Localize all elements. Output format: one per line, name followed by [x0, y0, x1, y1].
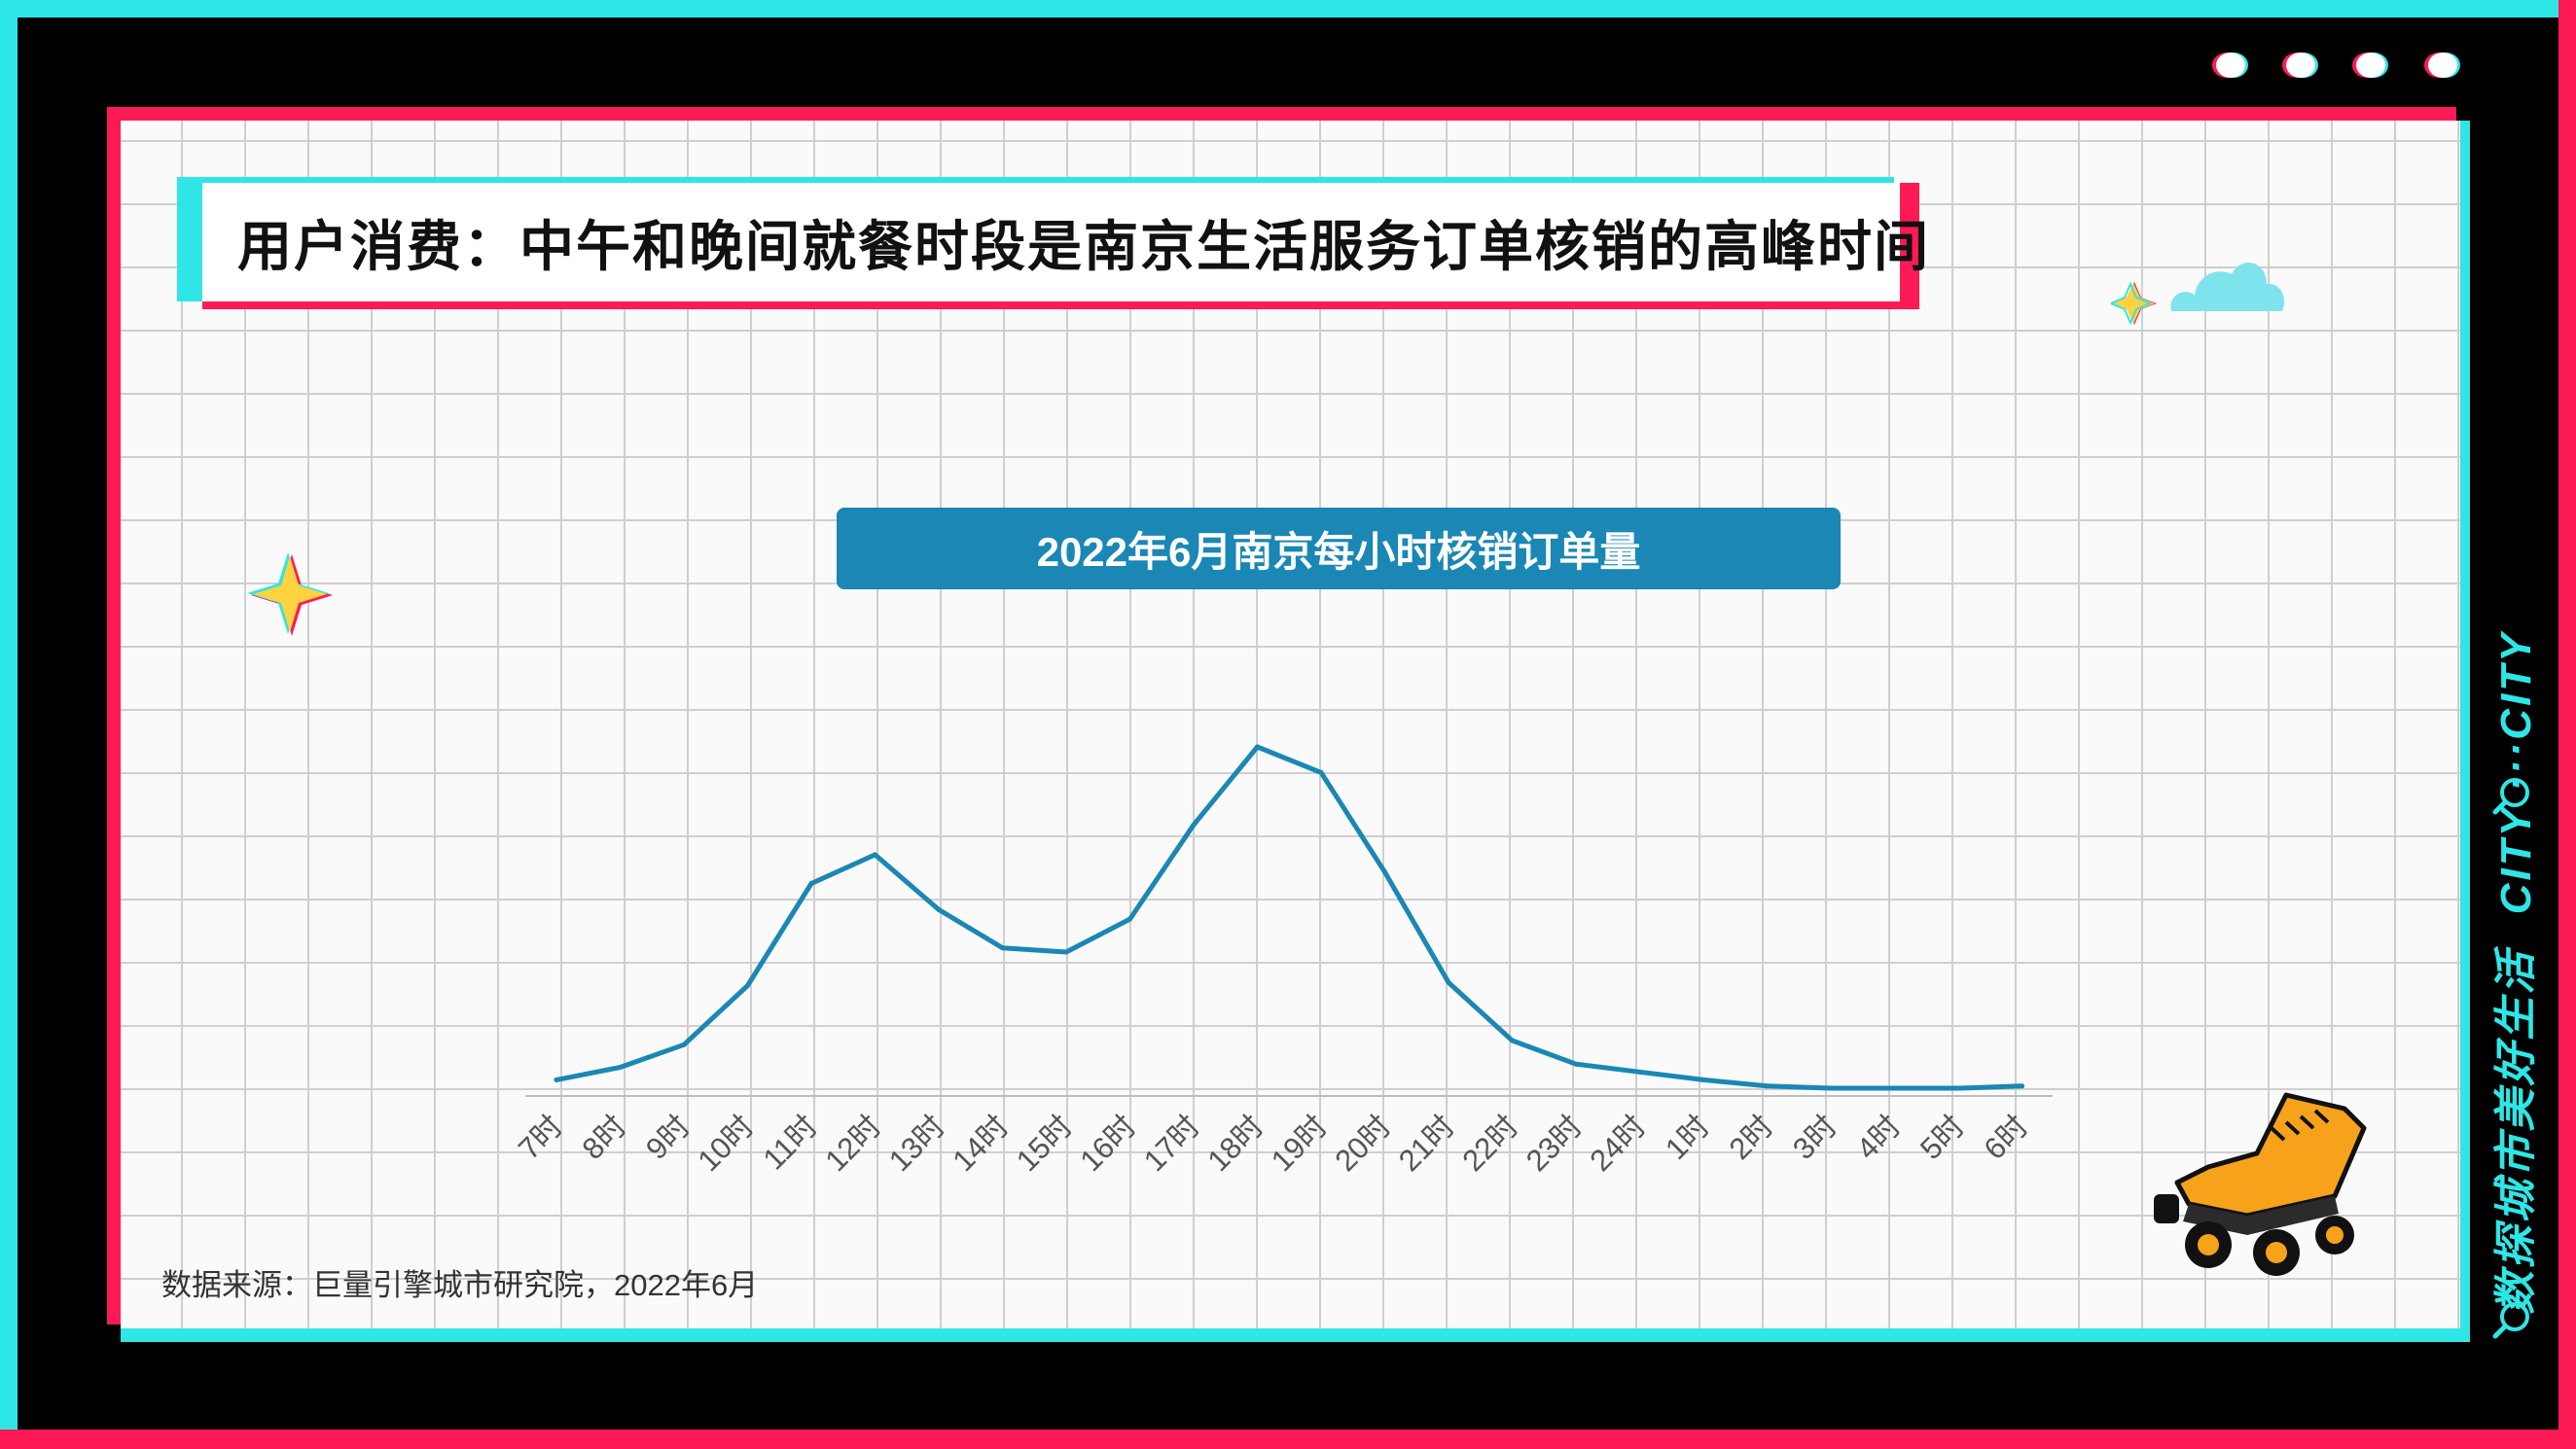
x-tick-label: 8时 [576, 1109, 633, 1166]
search-icon-2 [2492, 778, 2529, 815]
side-slogan: 数探城市美好生活 CITY ···CITY [2481, 620, 2543, 1324]
data-point [1892, 1085, 1897, 1091]
frame-bottom [0, 1430, 2576, 1449]
data-point [1318, 769, 1324, 775]
x-tick-label: 5时 [1914, 1109, 1971, 1166]
data-point [1127, 916, 1132, 922]
x-tick-label: 13时 [882, 1109, 951, 1178]
data-point [873, 852, 877, 858]
data-point [1637, 1069, 1642, 1075]
roller-skate-decoration [2154, 1092, 2367, 1276]
data-point [1191, 822, 1197, 828]
x-tick-label: 11时 [757, 1109, 824, 1176]
data-point [1510, 1038, 1515, 1043]
search-icon [2492, 1302, 2529, 1339]
page-title: 用户消费：中午和晚间就餐时段是南京生活服务订单核销的高峰时间 [237, 215, 1930, 277]
data-point [745, 982, 750, 988]
cloud-sparkle-decoration [2111, 262, 2285, 326]
window-dot-1 [2216, 53, 2245, 78]
data-point [1955, 1085, 1961, 1091]
data-point [1765, 1083, 1770, 1089]
data-point [554, 1077, 559, 1082]
grid-panel [121, 121, 2460, 1328]
x-tick-label: 7时 [512, 1109, 569, 1166]
x-tick-label: 6时 [1978, 1109, 2035, 1166]
data-point [2020, 1083, 2024, 1089]
series-line [554, 744, 2024, 1091]
x-tick-label: 1时 [1659, 1109, 1716, 1166]
x-tick-label: 12时 [818, 1109, 887, 1178]
frame-top [0, 0, 2576, 18]
x-tick-label: 23时 [1520, 1109, 1589, 1178]
title-box: 用户消费：中午和晚间就餐时段是南京生活服务订单核销的高峰时间 [202, 183, 1928, 301]
x-tick-label: 2时 [1723, 1109, 1780, 1166]
chart-title-banner: 2022年6月南京每小时核销订单量 [837, 508, 1841, 589]
side-slogan-cn: 数探城市美好生活 [2492, 948, 2540, 1315]
sparkle-decoration [247, 552, 333, 636]
frame-left [0, 0, 18, 1449]
x-tick-label: 10时 [691, 1109, 760, 1178]
data-point [618, 1064, 623, 1070]
data-point [936, 906, 942, 912]
x-tick-label: 24时 [1583, 1109, 1652, 1178]
x-tick-label: 18时 [1200, 1109, 1270, 1178]
data-source: 数据来源：巨量引擎城市研究院，2022年6月 [161, 1268, 759, 1302]
data-point [681, 1042, 687, 1047]
data-point [1828, 1085, 1834, 1091]
x-tick-label: 16时 [1073, 1109, 1142, 1178]
x-tick-label: 20时 [1328, 1109, 1397, 1178]
window-dot-2 [2286, 53, 2315, 78]
x-tick-label: 21时 [1392, 1109, 1461, 1178]
x-tick-label: 22时 [1455, 1109, 1524, 1178]
side-slogan-en: CITY ···CITY [2492, 630, 2540, 915]
data-point [1255, 744, 1260, 750]
data-point [1382, 869, 1387, 875]
data-point [1446, 979, 1451, 985]
data-point [1000, 945, 1005, 951]
x-tick-label: 17时 [1137, 1109, 1206, 1178]
frame-right [2558, 0, 2576, 1449]
data-point [1063, 949, 1069, 955]
x-tick-label: 3时 [1786, 1109, 1843, 1166]
x-tick-label: 9时 [639, 1109, 697, 1166]
data-point [1573, 1061, 1579, 1067]
x-tick-label: 19时 [1265, 1109, 1334, 1178]
window-dot-4 [2428, 53, 2457, 78]
data-point [1700, 1077, 1706, 1082]
x-tick-label: 15时 [1010, 1109, 1079, 1178]
data-point [808, 881, 814, 887]
x-tick-label: 14时 [946, 1109, 1015, 1178]
window-dot-3 [2356, 53, 2385, 78]
chart-title: 2022年6月南京每小时核销订单量 [1036, 528, 1641, 575]
x-tick-label: 4时 [1850, 1109, 1908, 1166]
